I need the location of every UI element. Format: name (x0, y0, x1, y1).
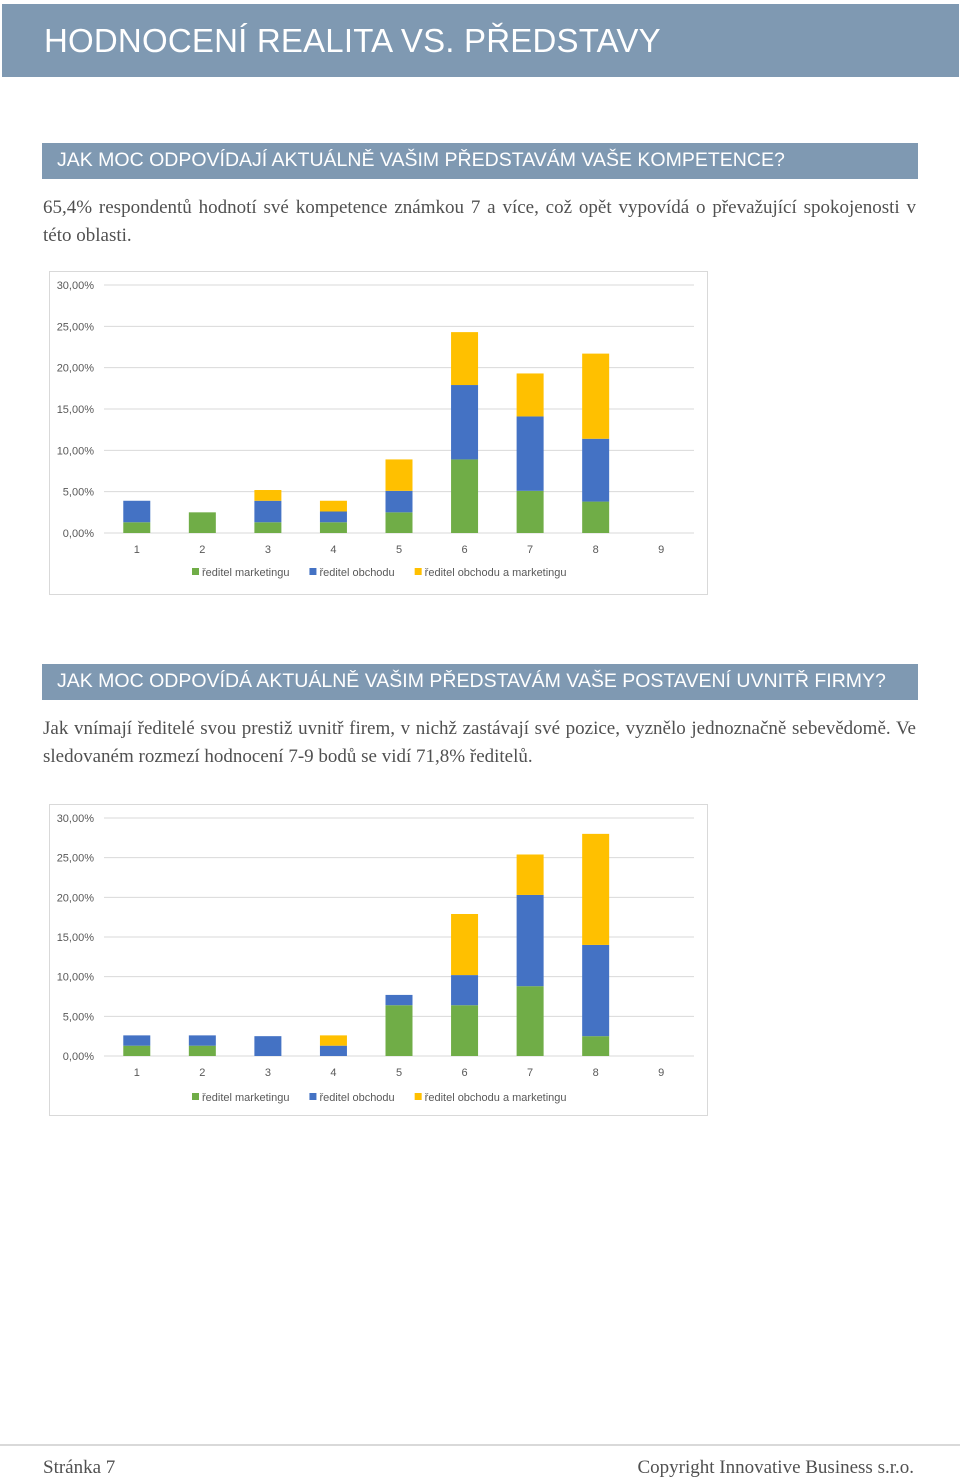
section-heading-text: JAK MOC ODPOVÍDAJÍ AKTUÁLNĚ VAŠIM PŘEDST… (57, 149, 785, 171)
bar-segment (254, 500, 282, 523)
stacked-bar-chart-competence: 0,00% 5,00% 10,00% 15,00% 20,00% 25,00% 30,00%… (57, 280, 694, 579)
bar-segment (254, 1036, 282, 1056)
x-tick-label: 6 (461, 1067, 467, 1079)
y-tick-label: 15,00% (57, 404, 95, 416)
bar-segment (582, 944, 610, 1037)
bar-segment (385, 512, 413, 533)
page-header: HODNOCENÍ REALITA VS. PŘEDSTAVY (2, 4, 959, 77)
y-tick-label: 25,00% (57, 321, 95, 333)
x-tick-label: 6 (461, 544, 467, 556)
x-tick-label: 2 (199, 1067, 205, 1079)
bar-segment (582, 833, 610, 945)
page-number: Stránka 7 (43, 1457, 116, 1478)
bar-segment (123, 522, 151, 533)
bar-segment (123, 500, 151, 523)
y-tick-label: 25,00% (57, 853, 95, 865)
legend-swatch (414, 1093, 422, 1100)
legend-label: ředitel marketingu (202, 1092, 289, 1104)
x-tick-label: 8 (593, 544, 599, 556)
y-tick-label: 20,00% (57, 363, 95, 375)
paragraph-position: Jak vnímají ředitelé svou prestiž uvnitř… (43, 718, 916, 767)
bar-segment (385, 490, 413, 513)
x-tick-label: 3 (265, 544, 271, 556)
bar-segment (451, 913, 479, 976)
bar-segment (319, 511, 347, 523)
y-tick-label: 10,00% (57, 445, 95, 457)
bar-segment (254, 522, 282, 533)
x-tick-label: 5 (396, 1067, 402, 1079)
x-tick-label: 5 (396, 544, 402, 556)
legend-swatch (414, 568, 422, 575)
legend-swatch (309, 568, 317, 575)
stacked-bar-chart-position: 0,00% 5,00% 10,00% 15,00% 20,00% 25,00% 30,00%… (57, 813, 694, 1104)
bar-segment (188, 512, 216, 533)
y-tick-label: 5,00% (63, 1011, 94, 1023)
bar-segment (582, 1036, 610, 1056)
y-tick-label: 30,00% (57, 813, 95, 825)
section-heading-position: JAK MOC ODPOVÍDÁ AKTUÁLNĚ VAŠIM PŘEDSTAV… (42, 664, 918, 700)
y-tick-label: 5,00% (63, 487, 94, 499)
legend-label: ředitel obchodu (319, 1092, 394, 1104)
bar-segment (123, 1045, 151, 1056)
x-tick-label: 9 (658, 544, 664, 556)
x-tick-label: 1 (134, 544, 140, 556)
bar-segment (516, 416, 544, 491)
bar-segment (385, 459, 413, 491)
x-tick-label: 2 (199, 544, 205, 556)
y-tick-label: 15,00% (57, 932, 95, 944)
bar-segment (582, 501, 610, 533)
x-tick-label: 8 (593, 1067, 599, 1079)
legend-swatch (309, 1093, 317, 1100)
bar-segment (582, 438, 610, 502)
bar-segment (254, 490, 282, 501)
paragraph-competence: 65,4% respondentů hodnotí své kompetence… (43, 197, 916, 246)
x-tick-label: 3 (265, 1067, 271, 1079)
y-tick-label: 0,00% (63, 528, 94, 540)
bar-segment (451, 385, 479, 460)
chart-position: 0,00% 5,00% 10,00% 15,00% 20,00% 25,00% 30,00%… (49, 804, 708, 1116)
bar-segment (385, 1005, 413, 1056)
bar-segment (188, 1045, 216, 1056)
bar-segment (516, 490, 544, 533)
bar-segment (451, 332, 479, 386)
chart-competence: 0,00% 5,00% 10,00% 15,00% 20,00% 25,00% 30,00%… (49, 271, 708, 595)
bar-segment (451, 1005, 479, 1056)
bar-segment (516, 894, 544, 987)
legend-swatch (192, 568, 199, 575)
bar-segment (319, 1035, 347, 1046)
bar-segment (516, 373, 544, 417)
bar-segment (516, 854, 544, 895)
x-tick-label: 7 (527, 1067, 533, 1079)
page-title: HODNOCENÍ REALITA VS. PŘEDSTAVY (44, 22, 661, 59)
bar-segment (582, 353, 610, 439)
x-tick-label: 7 (527, 544, 533, 556)
footer-divider (0, 1444, 960, 1446)
y-tick-label: 10,00% (57, 972, 95, 984)
legend-label: ředitel marketingu (202, 567, 289, 579)
bar-segment (516, 986, 544, 1056)
bar-segment (451, 975, 479, 1006)
bar-segment (451, 459, 479, 533)
section-heading-text: JAK MOC ODPOVÍDÁ AKTUÁLNĚ VAŠIM PŘEDSTAV… (57, 670, 886, 692)
legend-label: ředitel obchodu a marketingu (425, 567, 567, 579)
x-tick-label: 4 (330, 544, 336, 556)
y-tick-label: 20,00% (57, 892, 95, 904)
bar-segment (319, 522, 347, 533)
legend-label: ředitel obchodu (319, 567, 394, 579)
x-tick-label: 9 (658, 1067, 664, 1079)
y-tick-label: 0,00% (63, 1051, 94, 1063)
bar-segment (319, 500, 347, 512)
legend-label: ředitel obchodu a marketingu (425, 1092, 567, 1104)
copyright: Copyright Innovative Business s.r.o. (637, 1457, 914, 1478)
x-tick-label: 1 (134, 1067, 140, 1079)
bar-segment (319, 1045, 347, 1056)
bar-segment (188, 1035, 216, 1046)
bar-segment (385, 994, 413, 1006)
bar-segment (123, 1035, 151, 1046)
legend-swatch (192, 1093, 199, 1100)
y-tick-label: 30,00% (57, 280, 95, 292)
section-heading-competence: JAK MOC ODPOVÍDAJÍ AKTUÁLNĚ VAŠIM PŘEDST… (42, 143, 918, 179)
x-tick-label: 4 (330, 1067, 336, 1079)
